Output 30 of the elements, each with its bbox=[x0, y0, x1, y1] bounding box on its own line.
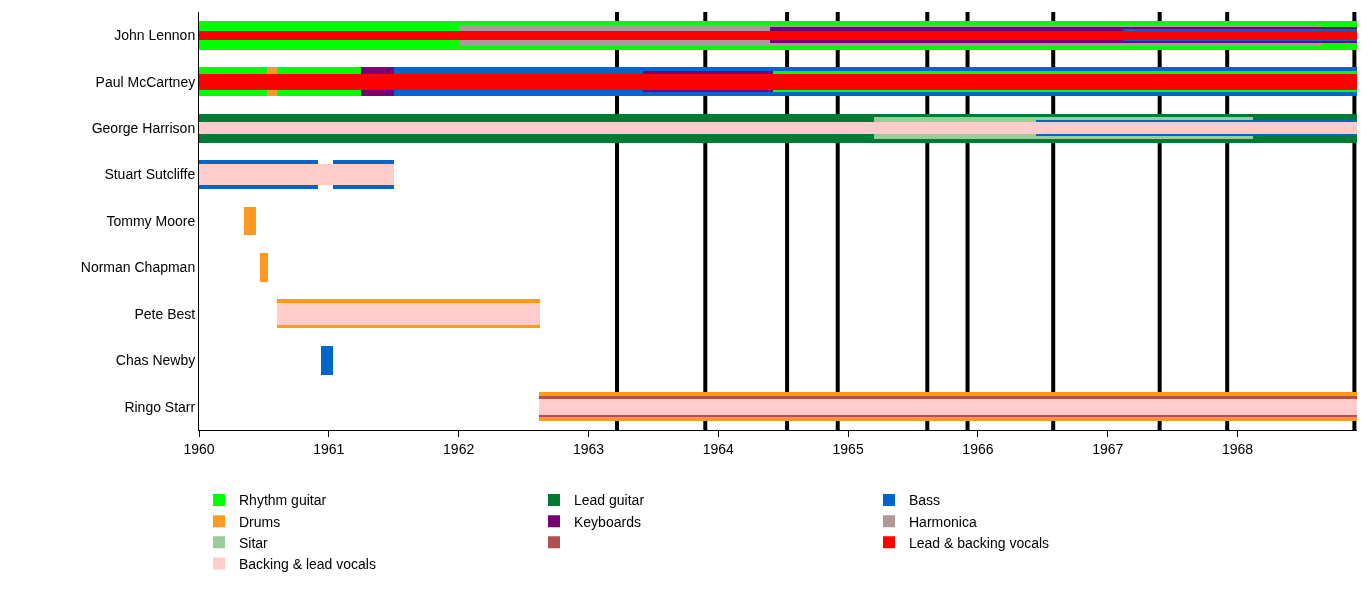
y-tick-label: Ringo Starr bbox=[124, 398, 196, 415]
legend-label: Rhythm guitar bbox=[239, 492, 327, 509]
legend-label: Bass bbox=[909, 492, 941, 509]
legend-label: Lead guitar bbox=[574, 492, 645, 509]
y-tick-label: Chas Newby bbox=[115, 352, 196, 369]
y-tick-label: Paul McCartney bbox=[95, 73, 196, 90]
y-tick-label: George Harrison bbox=[91, 120, 196, 137]
y-tick-label: Stuart Sutcliffe bbox=[104, 166, 196, 183]
x-tick-label: 1966 bbox=[962, 440, 994, 457]
legend-label: Drums bbox=[239, 513, 281, 530]
x-tick-label: 1962 bbox=[443, 440, 475, 457]
legend-label: Lead & backing vocals bbox=[909, 534, 1050, 551]
x-tick-label: 1961 bbox=[313, 440, 345, 457]
x-tick-label: 1963 bbox=[572, 440, 605, 457]
y-tick-label: Norman Chapman bbox=[80, 259, 196, 276]
x-tick-label: 1968 bbox=[1221, 440, 1254, 457]
x-tick-label: 1960 bbox=[183, 440, 215, 457]
x-tick-label: 1965 bbox=[832, 440, 864, 457]
bar bbox=[244, 206, 257, 236]
legend-label: Harmonica bbox=[909, 513, 977, 530]
y-tick-label: Pete Best bbox=[134, 305, 196, 322]
y-tick-label: Tommy Moore bbox=[106, 212, 196, 229]
x-tick-label: 1964 bbox=[702, 440, 735, 457]
y-tick-label: John Lennon bbox=[114, 27, 196, 44]
bar bbox=[321, 345, 333, 375]
x-tick-label: 1967 bbox=[1092, 440, 1124, 457]
legend-label: Sitar bbox=[239, 534, 269, 551]
legend-label: Backing & lead vocals bbox=[239, 556, 376, 572]
legend-label: Keyboards bbox=[574, 513, 641, 530]
bar bbox=[260, 253, 268, 282]
